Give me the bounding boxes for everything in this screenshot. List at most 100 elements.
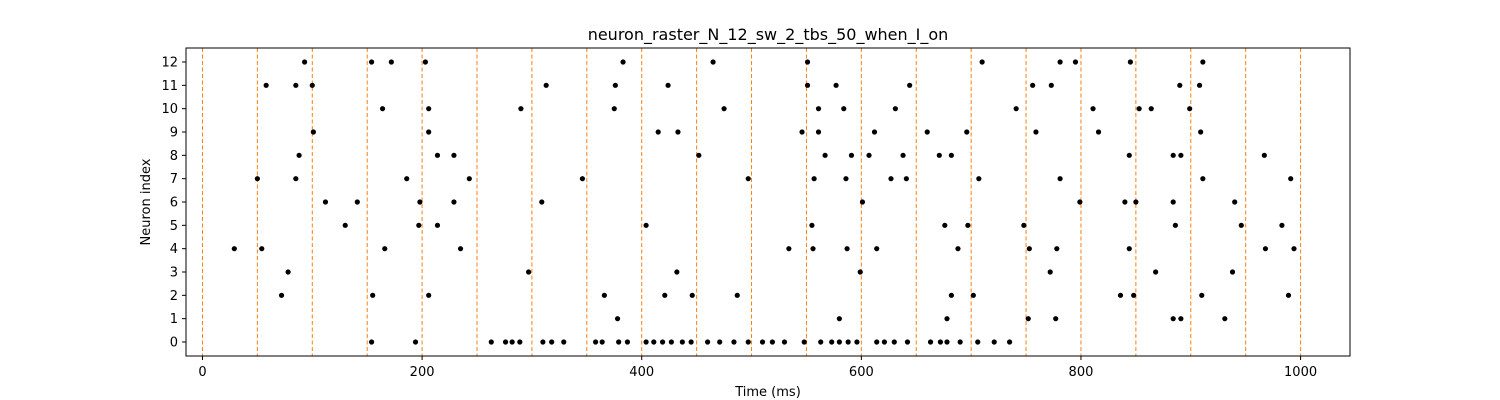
spike-point: [368, 59, 375, 65]
spike-point: [957, 339, 963, 345]
spike-point: [871, 129, 878, 135]
spike-point: [259, 246, 265, 252]
spike-point: [1262, 246, 1269, 252]
spike-point: [592, 339, 599, 345]
spike-point: [924, 129, 930, 135]
spike-point: [466, 176, 472, 182]
spike-point: [620, 59, 626, 65]
spike-point: [502, 339, 509, 345]
spike-point: [811, 176, 817, 182]
spike-point: [1127, 59, 1133, 65]
spike-point: [881, 339, 888, 345]
spike-point: [616, 339, 622, 345]
spike-point: [1122, 199, 1128, 205]
spike-point: [888, 176, 894, 182]
spike-point: [1238, 222, 1244, 228]
y-tick-label: 3: [170, 266, 178, 281]
spike-point: [944, 316, 950, 322]
spike-point: [612, 82, 618, 88]
spike-point: [651, 339, 657, 345]
y-tick-label: 8: [170, 149, 178, 164]
spike-point: [965, 222, 971, 228]
spike-point: [948, 152, 954, 158]
spike-point: [734, 292, 740, 298]
spike-point: [1013, 106, 1019, 112]
spike-point: [526, 269, 532, 275]
spike-point: [451, 152, 457, 158]
spike-point: [818, 339, 824, 345]
spike-point: [278, 292, 285, 298]
spike-point: [293, 82, 299, 88]
spike-point: [231, 246, 237, 252]
spike-point: [1261, 152, 1267, 158]
spike-point: [451, 199, 457, 205]
spike-point: [434, 222, 441, 228]
x-axis-ticks: 0 200 400 600 800 1000: [198, 356, 1317, 380]
spike-point: [293, 176, 299, 182]
spike-point: [942, 222, 948, 228]
spike-point: [1199, 292, 1205, 298]
spike-points: [231, 59, 1297, 345]
spike-point: [382, 246, 388, 252]
spike-point: [549, 339, 555, 345]
spike-point: [874, 339, 880, 345]
spike-point: [892, 106, 898, 112]
spike-point: [936, 152, 942, 158]
spike-point: [955, 246, 961, 252]
spike-point: [731, 339, 737, 345]
y-tick-label: 1: [170, 312, 178, 327]
spike-point: [927, 339, 934, 345]
y-tick-label: 5: [170, 219, 178, 234]
spike-point: [416, 222, 422, 228]
spike-point: [900, 152, 906, 158]
y-tick-label: 6: [170, 196, 178, 211]
spike-point: [412, 339, 419, 345]
spike-point: [422, 59, 428, 65]
spike-point: [689, 292, 695, 298]
spike-point: [866, 152, 872, 158]
spike-point: [815, 129, 822, 135]
spike-point: [517, 339, 523, 345]
spike-point: [624, 339, 631, 345]
spike-point: [379, 106, 386, 112]
spike-point: [1291, 246, 1297, 252]
x-tick-label: 1000: [1284, 365, 1317, 380]
spike-point: [745, 339, 751, 345]
x-tick-label: 0: [198, 365, 206, 380]
y-tick-label: 7: [170, 172, 178, 187]
spike-point: [643, 222, 649, 228]
spike-point: [1033, 129, 1039, 135]
spike-point: [848, 152, 855, 158]
spike-point: [1047, 269, 1053, 275]
spike-point: [309, 82, 315, 88]
spike-point: [263, 82, 269, 88]
spike-point: [426, 106, 432, 112]
spike-point: [1072, 59, 1079, 65]
spike-point: [1095, 129, 1102, 135]
spike-point: [1288, 176, 1294, 182]
spike-point: [1200, 59, 1206, 65]
spike-point: [841, 106, 847, 112]
spike-point: [675, 129, 681, 135]
y-tick-label: 9: [170, 126, 178, 141]
spike-point: [254, 176, 260, 182]
spike-point: [705, 339, 711, 345]
spike-point: [964, 129, 970, 135]
spike-point: [717, 339, 723, 345]
spike-point: [781, 339, 788, 345]
y-tick-label: 0: [170, 336, 178, 351]
spike-point: [601, 292, 607, 298]
spike-point: [540, 339, 546, 345]
spike-point: [599, 339, 605, 345]
spike-point: [810, 246, 816, 252]
spike-point: [944, 339, 950, 345]
spike-point: [979, 59, 985, 65]
spike-point: [1131, 292, 1137, 298]
spike-point: [404, 176, 410, 182]
spike-point: [1229, 269, 1236, 275]
spike-point: [1048, 82, 1054, 88]
spike-point: [903, 176, 909, 182]
spike-point: [1136, 106, 1142, 112]
spike-point: [991, 339, 997, 345]
